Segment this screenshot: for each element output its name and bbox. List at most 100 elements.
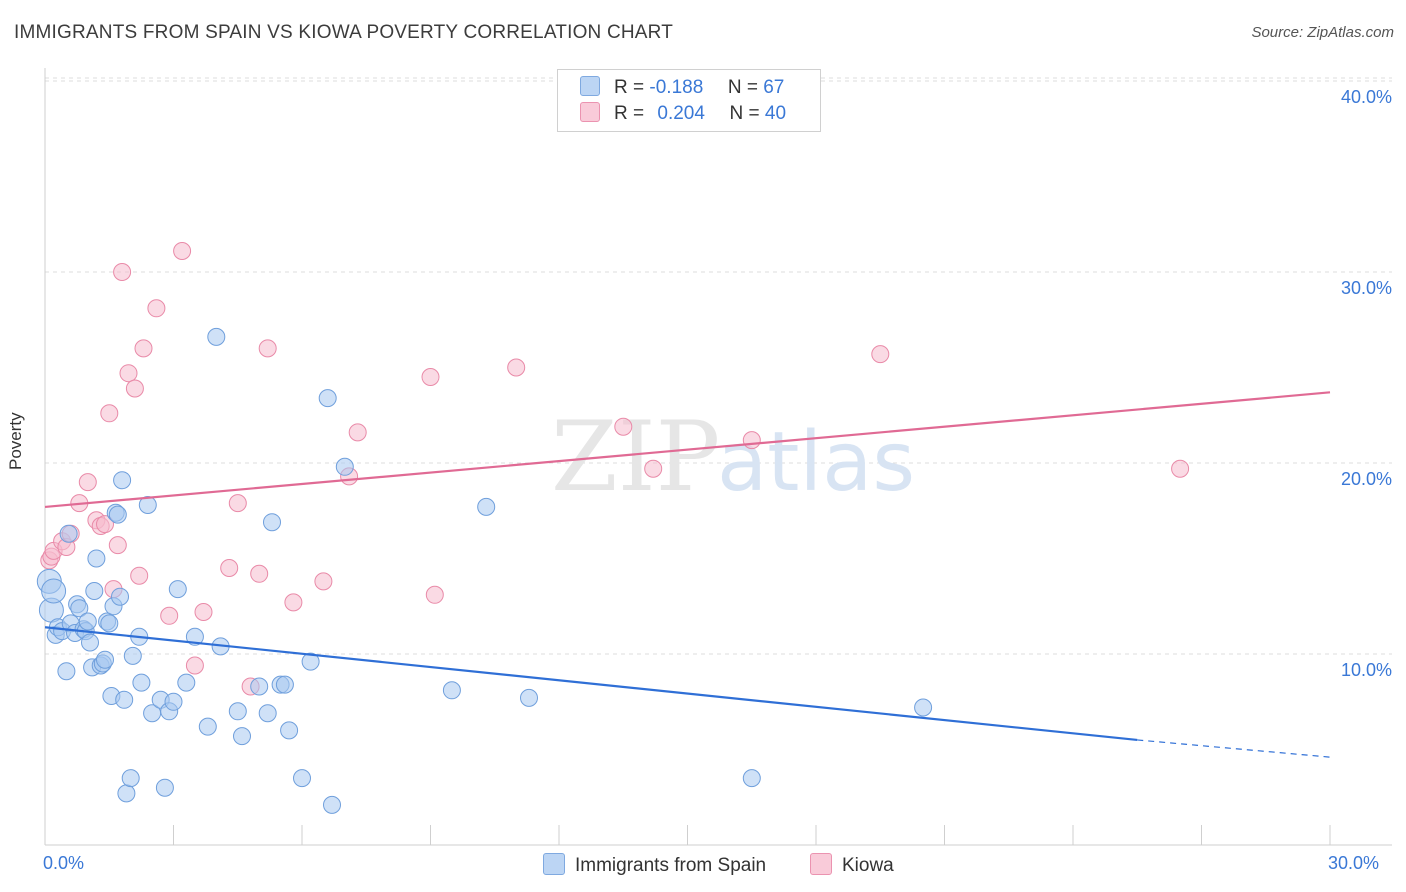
spain-point xyxy=(263,513,281,532)
source-label: Source: ZipAtlas.com xyxy=(1251,24,1394,41)
kiowa-point xyxy=(220,559,239,577)
spain-point xyxy=(132,673,151,692)
spain-point xyxy=(442,681,461,700)
y-axis-label: Poverty xyxy=(6,412,25,470)
spain-point xyxy=(70,599,89,618)
kiowa-point xyxy=(160,606,179,625)
spain-point xyxy=(41,578,67,604)
spain-point xyxy=(123,646,142,665)
spain-point xyxy=(275,675,294,694)
spain-point xyxy=(96,650,114,669)
y-tick-label-10: 10.0% xyxy=(1340,660,1392,680)
kiowa-point xyxy=(421,368,440,386)
points-layer xyxy=(36,242,1190,814)
kiowa-point xyxy=(425,585,444,604)
kiowa-point xyxy=(78,473,97,492)
grid-layer xyxy=(45,77,1392,655)
spain-point xyxy=(57,662,76,681)
bottom-legend-swatch-kiowa xyxy=(810,853,832,875)
kiowa-point xyxy=(1171,459,1190,478)
legend-kiowa-n-label: N = xyxy=(729,103,760,124)
watermark: ZIP atlas xyxy=(551,401,915,513)
kiowa-point xyxy=(185,656,204,675)
spain-point xyxy=(121,769,140,788)
kiowa-point xyxy=(258,339,277,358)
spain-point xyxy=(914,698,933,717)
spain-point xyxy=(198,717,217,736)
kiowa-point xyxy=(113,263,132,281)
kiowa-point xyxy=(173,242,192,260)
spain-point xyxy=(520,688,538,707)
legend-spain-n-label: N = xyxy=(727,77,758,98)
kiowa-point xyxy=(147,299,166,318)
bottom-legend-spain: Immigrants from Spain xyxy=(543,853,766,877)
kiowa-point xyxy=(507,358,526,377)
y-tick-label-20: 20.0% xyxy=(1340,469,1392,489)
legend-kiowa-n-value: 40 xyxy=(764,103,787,124)
legend-kiowa-r-value: 0.204 xyxy=(657,103,705,124)
bottom-legend-label-spain: Immigrants from Spain xyxy=(575,855,767,876)
trendline-spain-extension xyxy=(1137,739,1331,758)
legend-kiowa-r-label: R = xyxy=(614,103,645,124)
kiowa-point xyxy=(130,566,149,585)
watermark-atlas: atlas xyxy=(717,415,915,510)
kiowa-point xyxy=(614,417,633,436)
spain-point xyxy=(164,692,183,711)
kiowa-point xyxy=(284,593,303,612)
trend-layer xyxy=(44,391,1331,758)
legend-swatch-kiowa xyxy=(580,102,600,122)
kiowa-point xyxy=(348,423,367,442)
spain-point xyxy=(228,702,247,721)
kiowa-point xyxy=(100,404,119,423)
spain-point xyxy=(318,389,337,408)
spain-point xyxy=(108,505,127,524)
kiowa-point xyxy=(194,603,213,621)
bottom-legend-label-kiowa: Kiowa xyxy=(842,855,894,876)
spain-point xyxy=(168,580,187,599)
kiowa-point xyxy=(134,339,153,358)
legend-row-spain: R = -0.188 N = 67 xyxy=(580,76,784,100)
spain-point xyxy=(113,471,132,490)
spain-point xyxy=(177,673,196,692)
spain-point xyxy=(301,652,320,671)
spain-point xyxy=(293,769,311,788)
spain-point xyxy=(742,769,761,788)
spain-point xyxy=(477,497,496,516)
kiowa-point xyxy=(644,459,663,478)
spain-point xyxy=(335,457,354,476)
spain-point xyxy=(207,327,226,346)
legend-spain-n-value: 67 xyxy=(763,77,785,98)
kiowa-point xyxy=(314,572,333,591)
spain-point xyxy=(138,496,157,514)
legend-spain-r-label: R = xyxy=(614,77,645,98)
spain-point xyxy=(85,582,104,600)
spain-point xyxy=(59,524,78,543)
trendline-spain xyxy=(44,626,1138,742)
y-tick-label-40: 40.0% xyxy=(1340,87,1392,107)
bottom-legend-kiowa: Kiowa xyxy=(810,853,894,877)
spain-point xyxy=(155,778,174,797)
spain-point xyxy=(185,627,204,646)
spain-point xyxy=(117,784,136,803)
trendline-kiowa xyxy=(44,391,1331,509)
kiowa-point xyxy=(250,564,269,583)
kiowa-point xyxy=(871,345,890,364)
spain-point xyxy=(233,727,251,746)
legend-row-kiowa: R = 0.204 N = 40 xyxy=(580,102,786,126)
spain-point xyxy=(280,721,299,740)
spain-point xyxy=(100,614,119,633)
axes-layer xyxy=(44,68,1392,846)
spain-point xyxy=(111,587,129,606)
kiowa-point xyxy=(125,379,144,398)
kiowa-point xyxy=(228,494,247,513)
legend-spain-r-value: -0.188 xyxy=(649,77,704,98)
kiowa-point xyxy=(119,364,138,383)
x-tick-label-max: 30.0% xyxy=(1328,853,1380,873)
y-tick-label-30: 30.0% xyxy=(1340,278,1392,298)
spain-point xyxy=(323,795,341,814)
spain-point xyxy=(78,612,97,631)
legend-swatch-spain xyxy=(580,76,600,96)
spain-point xyxy=(258,704,277,723)
spain-point xyxy=(115,690,134,709)
